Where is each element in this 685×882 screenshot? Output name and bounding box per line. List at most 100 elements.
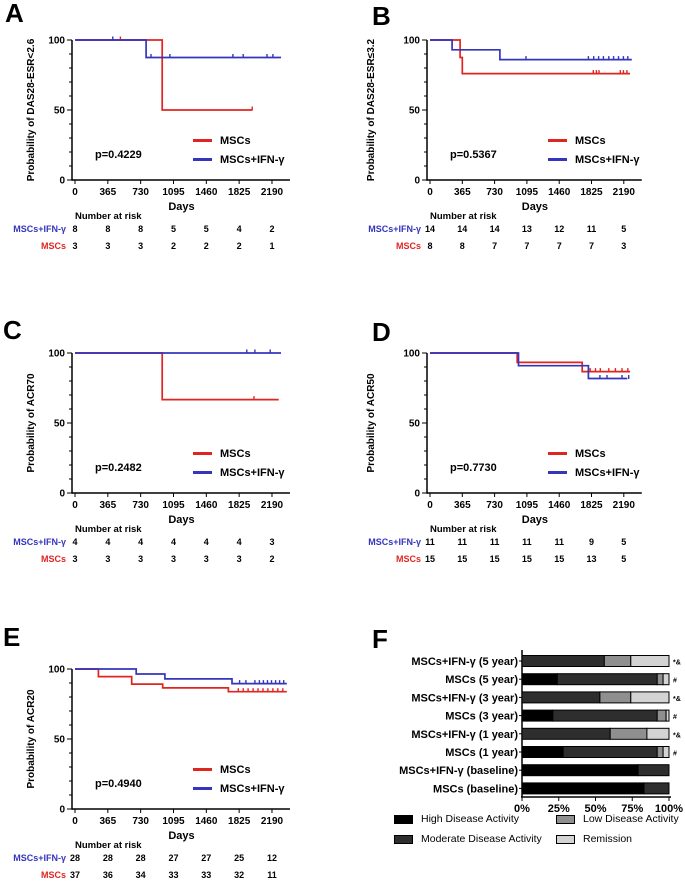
svg-text:1460: 1460 [195, 500, 218, 511]
panel-letter-e: E [3, 622, 21, 652]
svg-text:365: 365 [454, 187, 471, 198]
svg-text:1460: 1460 [195, 816, 218, 827]
svg-text:365: 365 [99, 187, 116, 198]
tick-marks [67, 352, 273, 497]
svg-text:15: 15 [490, 554, 500, 564]
svg-text:730: 730 [132, 500, 149, 511]
svg-text:0: 0 [59, 489, 65, 500]
censor-marks-MSCs [237, 688, 284, 693]
svg-text:5: 5 [621, 537, 626, 547]
svg-text:2: 2 [237, 241, 242, 251]
svg-text:50: 50 [54, 735, 66, 746]
svg-text:7: 7 [557, 241, 562, 251]
risk-table-header: Number at risk [430, 211, 497, 222]
svg-text:12: 12 [267, 853, 277, 863]
svg-text:1825: 1825 [228, 816, 251, 827]
svg-text:2190: 2190 [261, 500, 284, 511]
svg-text:365: 365 [454, 500, 471, 511]
svg-text:33: 33 [168, 870, 178, 880]
svg-text:0: 0 [72, 187, 78, 198]
svg-text:MSCs (5 year): MSCs (5 year) [445, 674, 518, 686]
panel-f: 0% 25% 50% 75% 100% MSCs+IFN-γ (5 year) MSCs (… [342, 590, 685, 882]
km-curve-MSCs+IFN-γ [430, 352, 628, 380]
svg-text:13: 13 [522, 224, 532, 234]
tick-labels: 0 50 100 0 365 730 1095 1460 1825 2190 [48, 349, 283, 512]
risk-row-label-mscs: MSCs [40, 870, 66, 880]
svg-text:8: 8 [138, 224, 143, 234]
svg-text:MSCs (1 year): MSCs (1 year) [445, 747, 518, 759]
svg-text:15: 15 [457, 554, 467, 564]
svg-text:MSCs+IFN-γ (5 year): MSCs+IFN-γ (5 year) [411, 656, 518, 668]
svg-text:50: 50 [54, 419, 66, 430]
bar-segment [521, 782, 645, 795]
svg-text:3: 3 [621, 241, 626, 251]
svg-text:2190: 2190 [261, 187, 284, 198]
bar-segment [562, 746, 658, 758]
censor-marks-MSCs+IFN-γ [238, 680, 285, 685]
svg-text:1460: 1460 [195, 187, 218, 198]
svg-text:50: 50 [409, 106, 421, 117]
legend-item-remission: Remission [556, 832, 684, 846]
svg-text:4: 4 [237, 537, 242, 547]
svg-text:9: 9 [589, 537, 594, 547]
panel-e: 0 50 100 0 365 730 1095 1460 1825 2190 Days Probabi… [0, 590, 342, 882]
svg-text:0: 0 [427, 500, 433, 511]
svg-text:15: 15 [554, 554, 564, 564]
y-axis-label: Probability of ACR50 [366, 373, 377, 473]
panel-letter-b: B [372, 1, 391, 31]
svg-text:0: 0 [72, 500, 78, 511]
svg-text:3: 3 [105, 241, 110, 251]
risk-table-header: Number at risk [75, 524, 142, 535]
svg-text:28: 28 [103, 853, 113, 863]
svg-text:8: 8 [427, 241, 432, 251]
svg-text:8: 8 [105, 224, 110, 234]
svg-text:730: 730 [132, 816, 149, 827]
ifn-line-swatch [193, 158, 212, 161]
svg-text:3: 3 [204, 554, 209, 564]
censor-marks-MSCs+IFN-γ [112, 36, 274, 58]
svg-text:1460: 1460 [548, 187, 571, 198]
stacked-bar-chart: 0% 25% 50% 75% 100% MSCs+IFN-γ (5 year) MSCs (… [399, 650, 683, 815]
x-axis-label: Days [168, 830, 194, 842]
bar-segment [665, 709, 670, 722]
svg-text:2190: 2190 [613, 500, 636, 511]
low-activity-swatch [556, 814, 575, 824]
p-value: p=0.2482 [95, 462, 142, 474]
risk-row-label-mscs: MSCs [395, 241, 421, 251]
bar-segment [521, 673, 558, 686]
panel-a: 0 50 100 0 365 730 1095 1460 1825 2190 Days Probabi… [0, 0, 342, 290]
legend-label: Remission [583, 833, 633, 845]
km-curve-MSCs [75, 668, 287, 693]
svg-text:50%: 50% [584, 803, 606, 815]
legend-label: MSCs+IFN-γ [220, 782, 285, 795]
svg-text:14: 14 [457, 224, 467, 234]
svg-text:7: 7 [524, 241, 529, 251]
svg-text:7: 7 [492, 241, 497, 251]
svg-text:5: 5 [204, 224, 209, 234]
bar-segment [521, 764, 639, 777]
censor-marks-MSCs [589, 368, 629, 373]
risk-table-values: 4 4 4 4 4 4 3 3 3 3 3 3 3 2 [72, 537, 274, 564]
svg-text:1825: 1825 [228, 187, 251, 198]
legend-row-ifn: MSCs+IFN-γ [193, 150, 285, 169]
svg-text:3: 3 [237, 554, 242, 564]
svg-text:*&: *& [673, 696, 681, 703]
bar-segment [521, 727, 611, 740]
legend-row-ifn: MSCs+IFN-γ [193, 779, 285, 798]
legend-row-mscs: MSCs [548, 131, 640, 150]
bar-segment [609, 727, 648, 740]
risk-table-values: 28 28 28 27 27 25 12 37 36 34 33 33 32 11 [70, 853, 277, 880]
panel-letter-d: D [372, 317, 391, 347]
bar-segment [662, 673, 670, 686]
panel-d: 0 50 100 0 365 730 1095 1460 1825 2190 Days Probabi… [342, 290, 685, 590]
svg-text:#: # [673, 678, 677, 685]
svg-text:MSCs+IFN-γ (baseline): MSCs+IFN-γ (baseline) [399, 765, 518, 777]
svg-text:2: 2 [269, 554, 274, 564]
mscs-line-swatch [548, 139, 567, 142]
stacked-bars [521, 655, 670, 795]
svg-text:28: 28 [136, 853, 146, 863]
svg-text:4: 4 [237, 224, 242, 234]
svg-text:37: 37 [70, 870, 80, 880]
tick-labels: 0 50 100 0 365 730 1095 1460 1825 2190 [48, 665, 283, 828]
